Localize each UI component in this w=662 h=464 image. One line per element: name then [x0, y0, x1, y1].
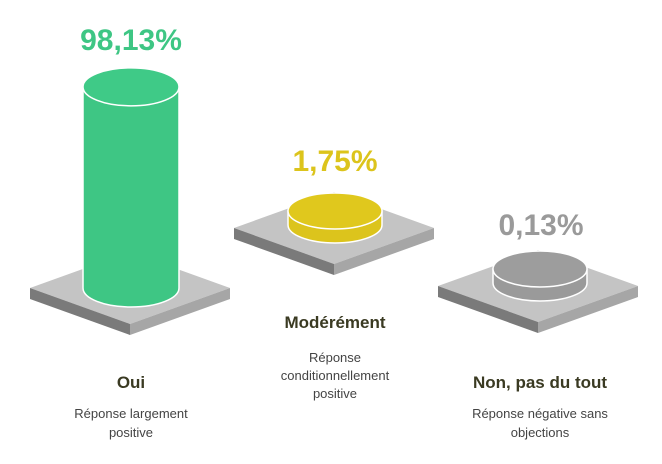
value-label-oui: 98,13% — [80, 24, 182, 57]
bar-group-moderement: 1,75% Modérément Réponse conditionnellem… — [234, 145, 434, 401]
value-label-non: 0,13% — [498, 209, 583, 242]
description-moderement-line3: positive — [313, 386, 357, 401]
category-label-non: Non, pas du tout — [473, 373, 607, 392]
value-label-moderement: 1,75% — [292, 145, 377, 178]
cylinder-body — [82, 86, 180, 308]
description-moderement-line2: conditionnellement — [281, 368, 390, 383]
description-non-line2: objections — [511, 425, 570, 440]
description-oui-line2: positive — [109, 425, 153, 440]
description-oui-line1: Réponse largement — [74, 406, 188, 421]
bar-moderement — [287, 192, 383, 244]
bar-group-non: 0,13% Non, pas du tout Réponse négative … — [438, 209, 638, 440]
cylinder-top — [492, 250, 588, 288]
description-moderement-line1: Réponse — [309, 350, 361, 365]
category-label-moderement: Modérément — [284, 313, 385, 332]
bar-group-oui: 98,13% Oui Réponse largement positive — [30, 24, 230, 440]
bar-non — [492, 250, 588, 302]
category-label-oui: Oui — [117, 373, 145, 392]
cylinder-top — [82, 67, 180, 107]
cylinder-top — [287, 192, 383, 230]
description-non-line1: Réponse négative sans — [472, 406, 608, 421]
bar-oui — [82, 67, 180, 308]
